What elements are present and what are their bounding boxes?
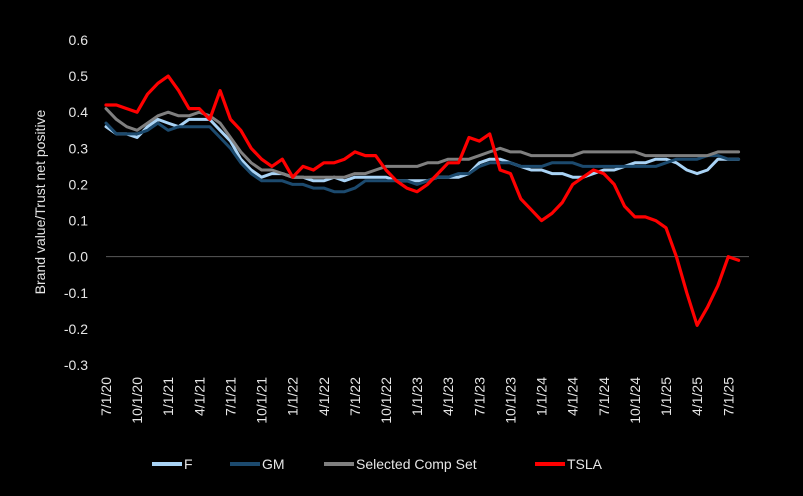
series-line-f [104,117,741,183]
x-tick-label: 10/1/23 [502,377,518,424]
x-tick-label: 1/1/25 [658,377,674,416]
y-axis-title: Brand value/Trust net positive [32,109,48,294]
series-line-gm [104,121,741,194]
series-layer [104,74,741,327]
legend-label: F [184,456,193,472]
x-axis-ticks: 7/1/20 10/1/20 1/1/21 4/1/21 7/1/21 10/1/21 1/… [98,377,736,424]
x-tick-label: 1/1/21 [160,377,176,416]
x-tick-label: 1/1/24 [534,377,550,416]
legend-label: TSLA [567,456,603,472]
x-tick-label: 4/1/23 [440,377,456,416]
x-tick-label: 10/1/21 [254,377,270,424]
y-tick-label: 0.2 [69,176,89,192]
x-tick-label: 7/1/22 [347,377,363,416]
x-tick-label: 7/1/24 [596,377,612,416]
x-tick-label: 4/1/24 [565,377,581,416]
x-tick-label: 4/1/25 [689,377,705,416]
y-tick-label: 0.3 [69,140,89,156]
y-tick-label: -0.3 [64,357,88,373]
y-tick-label: -0.2 [64,321,88,337]
legend-label: GM [262,456,285,472]
series-line-tsla [104,74,741,327]
legend-label: Selected Comp Set [356,456,477,472]
y-axis-ticks: 0.6 0.5 0.4 0.3 0.2 0.1 0.0 -0.1 -0.2 -0.3 [64,32,88,373]
x-tick-label: 10/1/20 [129,377,145,424]
x-tick-label: 7/1/21 [222,377,238,416]
x-tick-label: 7/1/25 [720,377,736,416]
x-tick-label: 4/1/22 [316,377,332,416]
x-tick-label: 10/1/22 [378,377,394,424]
x-tick-label: 4/1/21 [191,377,207,416]
y-tick-label: -0.1 [64,285,88,301]
x-tick-label: 10/1/24 [627,377,643,424]
x-tick-label: 7/1/23 [471,377,487,416]
x-tick-label: 1/1/22 [285,377,301,416]
y-tick-label: 0.5 [69,68,89,84]
y-tick-label: 0.1 [69,213,89,229]
x-tick-label: 1/1/23 [409,377,425,416]
y-tick-label: 0.4 [69,104,89,120]
y-tick-label: 0.6 [69,32,89,48]
y-tick-label: 0.0 [69,249,89,265]
x-tick-label: 7/1/20 [98,377,114,416]
legend: F GM Selected Comp Set TSLA [152,456,603,472]
